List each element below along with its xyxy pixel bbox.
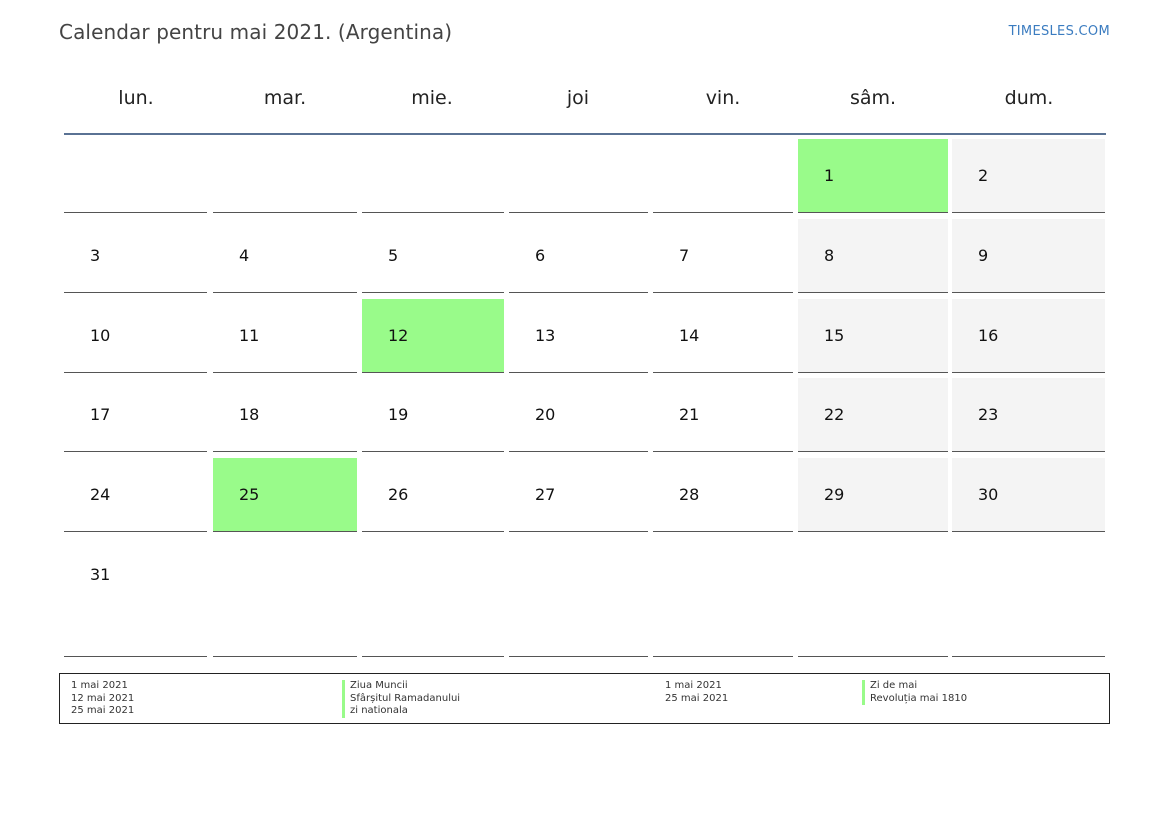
day-number: 6 [535, 246, 546, 265]
day-cell-11[interactable]: 11 [213, 299, 357, 373]
day-number: 16 [978, 326, 999, 345]
day-number: 7 [679, 246, 690, 265]
day-number: 10 [90, 326, 111, 345]
brand-link[interactable]: TIMESLES.COM [1008, 24, 1110, 39]
day-cell-6[interactable]: 6 [509, 219, 648, 293]
legend-holiday-name: Zi de mai [862, 680, 967, 693]
day-number: 3 [90, 246, 101, 265]
weekday-label-dum: dum. [1004, 87, 1054, 109]
day-cell-18[interactable]: 18 [213, 378, 357, 452]
day-number: 25 [239, 485, 260, 504]
day-cell-19[interactable]: 19 [362, 378, 504, 452]
day-number: 5 [388, 246, 399, 265]
day-cell-22[interactable]: 22 [798, 378, 948, 452]
legend-holiday-name: Sfârșitul Ramadanului [342, 692, 460, 705]
empty-day-cell [213, 538, 357, 657]
day-cell-5[interactable]: 5 [362, 219, 504, 293]
day-cell-25[interactable]: 25 [213, 458, 357, 532]
day-cell-20[interactable]: 20 [509, 378, 648, 452]
day-cell-21[interactable]: 21 [653, 378, 793, 452]
day-number: 23 [978, 405, 999, 424]
legend-holiday-name: Revoluția mai 1810 [862, 692, 967, 705]
weekday-label-sam: sâm. [849, 87, 897, 109]
day-number: 15 [824, 326, 845, 345]
day-cell-30[interactable]: 30 [952, 458, 1105, 532]
day-number: 27 [535, 485, 556, 504]
weekday-label-vin: vin. [705, 87, 741, 109]
day-number: 30 [978, 485, 999, 504]
day-number: 9 [978, 246, 989, 265]
day-cell-16[interactable]: 16 [952, 299, 1105, 373]
day-cell-23[interactable]: 23 [952, 378, 1105, 452]
empty-day-cell [362, 139, 504, 213]
day-cell-7[interactable]: 7 [653, 219, 793, 293]
day-number: 8 [824, 246, 835, 265]
day-number: 28 [679, 485, 700, 504]
day-number: 11 [239, 326, 260, 345]
empty-day-cell [509, 538, 648, 657]
weekday-label-mar: mar. [263, 87, 307, 109]
legend-date: 1 mai 2021 [665, 680, 722, 691]
day-cell-26[interactable]: 26 [362, 458, 504, 532]
legend-date: 12 mai 2021 [71, 692, 135, 704]
day-cell-15[interactable]: 15 [798, 299, 948, 373]
legend-right-dates: 1 mai 2021 25 mai 2021 [665, 680, 728, 705]
legend-left-dates: 1 mai 2021 12 mai 2021 25 mai 2021 [71, 680, 134, 718]
empty-day-cell [509, 139, 648, 213]
day-number: 2 [978, 166, 989, 185]
day-number: 12 [388, 326, 409, 345]
day-cell-1[interactable]: 1 [798, 139, 948, 213]
empty-day-cell [653, 538, 793, 657]
empty-day-cell [798, 538, 948, 657]
day-number: 19 [388, 405, 409, 424]
day-cell-31[interactable]: 31 [64, 538, 207, 657]
day-number: 17 [90, 405, 111, 424]
day-cell-13[interactable]: 13 [509, 299, 648, 373]
day-number: 4 [239, 246, 250, 265]
day-cell-3[interactable]: 3 [64, 219, 207, 293]
day-number: 21 [679, 405, 700, 424]
legend-date: 25 mai 2021 [665, 692, 729, 704]
day-cell-10[interactable]: 10 [64, 299, 207, 373]
day-number: 14 [679, 326, 700, 345]
day-number: 24 [90, 485, 111, 504]
legend-holiday-name: Ziua Muncii [342, 680, 460, 693]
day-cell-9[interactable]: 9 [952, 219, 1105, 293]
empty-day-cell [952, 538, 1105, 657]
day-cell-28[interactable]: 28 [653, 458, 793, 532]
day-number: 31 [90, 565, 111, 584]
legend-date: 25 mai 2021 [71, 705, 135, 716]
day-cell-2[interactable]: 2 [952, 139, 1105, 213]
day-number: 26 [388, 485, 409, 504]
weekday-label-mie: mie. [411, 87, 453, 109]
empty-day-cell [64, 139, 207, 213]
empty-day-cell [653, 139, 793, 213]
legend-date: 1 mai 2021 [71, 680, 128, 691]
day-number: 29 [824, 485, 845, 504]
day-number: 18 [239, 405, 260, 424]
legend-holiday-name: zi nationala [342, 705, 460, 718]
legend-left-names: Ziua Muncii Sfârșitul Ramadanului zi nat… [342, 680, 460, 718]
holiday-legend: 1 mai 2021 12 mai 2021 25 mai 2021 Ziua … [59, 673, 1110, 724]
page-title: Calendar pentru mai 2021. (Argentina) [59, 20, 453, 44]
day-number: 22 [824, 405, 845, 424]
legend-right-names: Zi de mai Revoluția mai 1810 [862, 680, 967, 705]
day-cell-17[interactable]: 17 [64, 378, 207, 452]
day-cell-8[interactable]: 8 [798, 219, 948, 293]
weekday-header: lun. mar. mie. joi vin. sâm. dum. [64, 84, 1106, 135]
weekday-label-lun: lun. [118, 87, 154, 109]
day-number: 13 [535, 326, 556, 345]
day-cell-27[interactable]: 27 [509, 458, 648, 532]
day-number: 20 [535, 405, 556, 424]
empty-day-cell [213, 139, 357, 213]
day-number: 1 [824, 166, 835, 185]
day-cell-24[interactable]: 24 [64, 458, 207, 532]
weekday-label-joi: joi [566, 87, 590, 109]
day-cell-14[interactable]: 14 [653, 299, 793, 373]
day-cell-29[interactable]: 29 [798, 458, 948, 532]
empty-day-cell [362, 538, 504, 657]
day-cell-12[interactable]: 12 [362, 299, 504, 373]
day-cell-4[interactable]: 4 [213, 219, 357, 293]
